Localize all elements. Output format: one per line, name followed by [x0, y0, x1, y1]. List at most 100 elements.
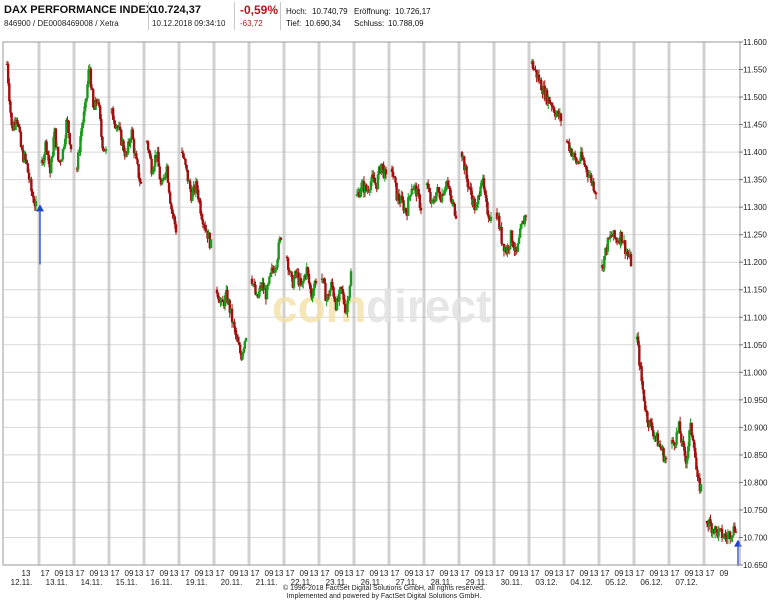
candle-body [641, 381, 644, 390]
candle-body [683, 446, 686, 456]
x-hour-label: 17 [251, 569, 260, 578]
candle-up [348, 284, 352, 301]
candle-body [166, 166, 170, 183]
candle-body [137, 164, 140, 178]
candle-body [443, 190, 446, 196]
candle-body [202, 224, 206, 226]
candle-down [384, 166, 388, 179]
x-hour-label: 09 [90, 569, 99, 578]
candle-body [408, 196, 411, 198]
day-separator [597, 42, 601, 565]
candle-down [401, 191, 404, 202]
x-hour-label: 17 [636, 569, 645, 578]
candle-body [174, 224, 178, 233]
x-hour-label: 13 [380, 569, 389, 578]
candle-body [158, 166, 161, 180]
candle-down [26, 162, 30, 173]
candle-down [473, 196, 476, 214]
candle-body [344, 304, 347, 313]
candle-body [138, 177, 142, 182]
candle-body [648, 419, 651, 427]
candle-down [137, 163, 140, 180]
candle-body [204, 225, 207, 230]
candle-down [524, 214, 528, 221]
x-hour-label: 17 [111, 569, 120, 578]
candle-down [230, 304, 234, 328]
candle-down [99, 104, 102, 122]
x-hour-label: 17 [531, 569, 540, 578]
candle-body [733, 526, 737, 532]
candle-body [646, 411, 649, 423]
candle-up [731, 535, 734, 543]
x-hour-label: 13 [695, 569, 704, 578]
y-tick-label: 11.000 [743, 368, 767, 377]
candle-body [299, 278, 303, 286]
candle-body [682, 440, 685, 447]
candle-body [68, 133, 72, 145]
x-hour-label: 13 [65, 569, 74, 578]
candle-body [242, 348, 245, 354]
x-hour-label: 09 [160, 569, 169, 578]
x-date-label: 16.11. [151, 578, 173, 587]
x-hour-label: 09 [440, 569, 449, 578]
candle-body [277, 242, 280, 260]
candle-body [265, 286, 269, 300]
arrow-head [36, 204, 44, 212]
candle-up [244, 337, 248, 343]
y-tick-label: 10.950 [743, 396, 768, 405]
candle-body [692, 440, 696, 448]
candle-down [32, 191, 35, 204]
x-date-label: 21.11. [256, 578, 278, 587]
candle-up [270, 263, 273, 278]
day-separator [247, 42, 251, 565]
candle-body [12, 122, 16, 131]
candle-down [690, 422, 693, 438]
candle-body [271, 267, 275, 271]
candle-body [79, 136, 82, 153]
candle-body [83, 102, 87, 112]
candle-body [535, 69, 538, 78]
candle-body [517, 237, 521, 244]
candle-body [275, 267, 278, 270]
candle-body [643, 400, 647, 411]
y-tick-label: 11.500 [743, 93, 767, 102]
candle-down [205, 224, 208, 232]
candle-body [185, 164, 188, 170]
candle-body [470, 187, 473, 196]
candle-body [323, 278, 326, 284]
candle-body [85, 98, 88, 103]
candle-body [636, 336, 640, 345]
x-date-label: 30.11. [501, 578, 523, 587]
candle-body [300, 283, 304, 286]
candle-body [24, 153, 27, 160]
candle-body [374, 182, 377, 185]
x-hour-label: 17 [496, 569, 505, 578]
candle-body [347, 298, 350, 301]
candle-body [250, 278, 254, 285]
candle-body [146, 141, 150, 151]
candle-down [673, 441, 676, 451]
candle-body [67, 120, 70, 134]
candle-body [705, 520, 709, 524]
candle-body [302, 280, 305, 284]
candle-body [183, 157, 186, 159]
x-date-label: 19.11. [186, 578, 208, 587]
candle-body [638, 344, 641, 366]
watermark-direct: direct [366, 280, 491, 332]
candle-body [76, 152, 80, 170]
candle-down [656, 430, 660, 447]
candle-body [675, 432, 678, 445]
candle-down [307, 269, 311, 286]
candle-body [498, 215, 501, 230]
day-separator [457, 42, 461, 565]
candle-body [253, 283, 256, 285]
candle-body [734, 531, 738, 533]
candle-body [120, 129, 123, 146]
candle-body [568, 142, 571, 151]
x-hour-label: 13 [485, 569, 494, 578]
candle-body [288, 269, 291, 272]
candle-body [447, 185, 451, 188]
candle-down [90, 84, 94, 91]
candle-down [136, 157, 139, 166]
candle-body [717, 529, 720, 537]
